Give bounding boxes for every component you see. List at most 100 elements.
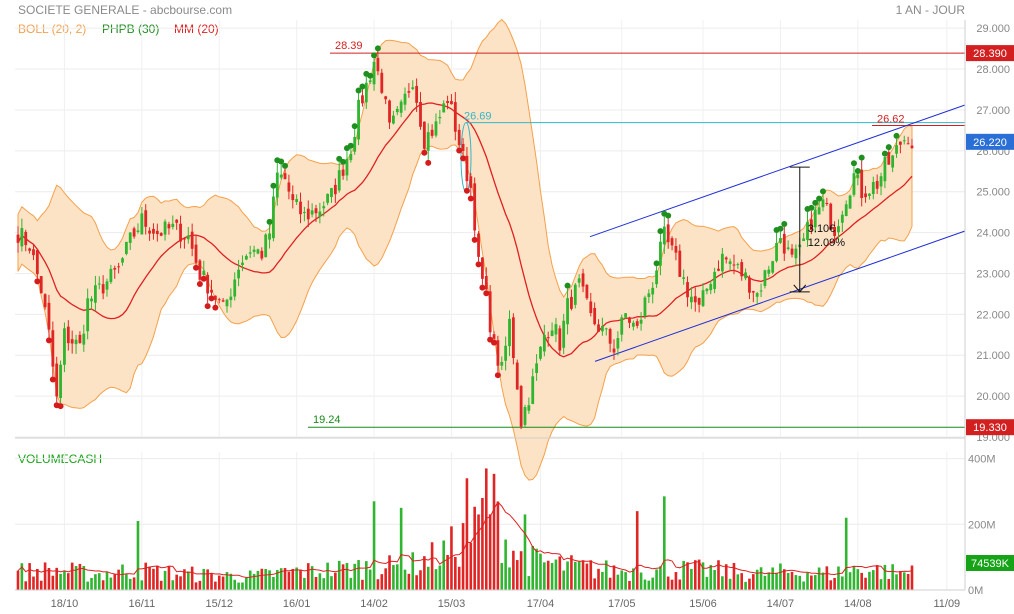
volume-bar — [32, 576, 35, 590]
volume-bar — [132, 577, 136, 590]
volume-bar — [392, 565, 395, 590]
fib-level-label: 26.69 — [464, 111, 492, 123]
volume-bar — [558, 556, 562, 590]
volume-bar — [272, 576, 275, 590]
candle-body — [376, 57, 380, 72]
candle-body — [128, 232, 132, 243]
candle-body — [442, 103, 446, 113]
volume-bar — [152, 568, 155, 590]
volume-bar — [500, 563, 504, 590]
candle-body — [74, 339, 78, 345]
volume-bar — [666, 576, 670, 590]
volume-bar — [39, 580, 43, 590]
phpb-dot-high — [657, 228, 664, 235]
date-tick-label: 14/07 — [767, 598, 795, 610]
volume-bar — [531, 545, 535, 590]
candle-body — [82, 333, 86, 345]
volume-bar — [670, 579, 674, 590]
level-low-label: 19.24 — [313, 414, 341, 426]
phpb-dot-low — [34, 278, 41, 285]
candle-body — [244, 255, 248, 260]
candle-body — [852, 173, 856, 195]
volume-bar — [179, 576, 182, 590]
candle-body — [395, 108, 399, 113]
phpb-signals — [34, 45, 900, 410]
phpb-dot-low — [204, 303, 211, 310]
volume-bar — [790, 571, 794, 590]
volume-bar — [864, 577, 867, 590]
volume-bar — [655, 569, 658, 590]
phpb-dot-high — [340, 158, 347, 165]
moving-average — [17, 102, 913, 358]
volume-bar — [577, 561, 581, 590]
volume-bar — [353, 563, 357, 590]
candle-body — [775, 242, 778, 262]
phpb-dot-high — [854, 167, 861, 174]
volume-bar — [426, 566, 430, 590]
candle-body — [794, 248, 798, 259]
volume-bar — [821, 572, 825, 590]
period-selector[interactable]: 1 AN - JOUR — [895, 3, 965, 17]
level-high-label: 28.39 — [335, 40, 363, 52]
candle-body — [39, 276, 43, 294]
candle-body — [175, 219, 179, 223]
volume-bar — [647, 580, 651, 590]
date-tick-label: 14/08 — [844, 598, 872, 610]
volume-bar — [484, 468, 488, 590]
measure-amount-label: 3.10€ — [808, 223, 836, 235]
volume-bar — [837, 566, 840, 590]
volume-bar — [287, 571, 291, 590]
phpb-dot-high — [371, 52, 378, 59]
candle-body — [140, 213, 144, 235]
candle-body — [593, 307, 597, 325]
phpb-dot-high — [777, 225, 784, 232]
candle-body — [813, 209, 817, 228]
candle-body — [577, 278, 581, 283]
candle-body — [163, 221, 167, 235]
volume-bar — [705, 576, 709, 590]
volume-bar — [229, 573, 233, 590]
volume-bar — [140, 580, 144, 590]
candle-body — [515, 362, 519, 390]
volume-bar — [337, 560, 341, 590]
volume-tick-label: 0M — [968, 585, 983, 597]
volume-bar — [117, 569, 120, 590]
candle-body — [291, 194, 295, 201]
volume-bar — [306, 563, 310, 590]
phpb-dot-high — [270, 182, 277, 189]
volume-bar — [202, 568, 206, 590]
candle-body — [898, 141, 902, 145]
candle-body — [767, 269, 771, 274]
volume-bar — [190, 566, 194, 590]
candle-body — [333, 184, 337, 195]
volume-bar — [763, 575, 767, 590]
candle-body — [28, 248, 32, 251]
candle-body — [895, 145, 898, 154]
volume-bar — [624, 572, 627, 590]
candle-body — [713, 271, 717, 289]
candle-body — [422, 121, 426, 149]
candle-body — [353, 136, 357, 152]
volume-bar — [43, 562, 47, 590]
volume-bar — [786, 573, 790, 590]
price-tick-label: 20.000 — [976, 391, 1010, 403]
candle-body — [357, 99, 360, 140]
volume-bar — [759, 567, 763, 590]
candle-body — [419, 102, 422, 127]
volume-bar — [512, 550, 515, 590]
candle-body — [902, 140, 906, 142]
volume-bar — [910, 565, 914, 590]
volume-bar — [264, 568, 267, 590]
candle-body — [171, 223, 175, 228]
volume-bar — [871, 570, 875, 590]
candle-body — [755, 293, 759, 297]
volume-bar — [728, 578, 732, 590]
candle-body — [481, 257, 484, 279]
volume-bar — [829, 580, 833, 590]
candle-body — [837, 226, 840, 233]
volume-bar — [612, 565, 616, 590]
candle-body — [349, 153, 353, 161]
candle-body — [624, 313, 628, 318]
volume-bar — [748, 578, 751, 590]
volume-bar — [241, 582, 244, 590]
